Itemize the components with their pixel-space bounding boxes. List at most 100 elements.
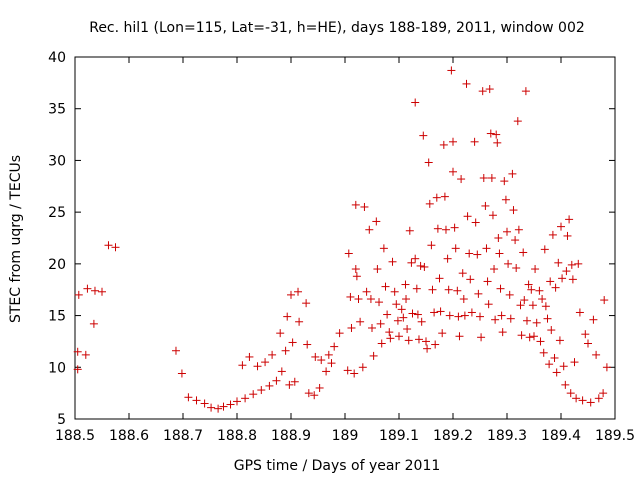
data-point bbox=[428, 285, 437, 294]
data-point bbox=[351, 200, 360, 209]
y-tick-label: 25 bbox=[48, 205, 66, 221]
data-point bbox=[408, 309, 417, 318]
x-tick-label: 188.5 bbox=[55, 428, 95, 444]
data-point bbox=[435, 274, 444, 283]
y-axis: 5 10 15 20 25 30 35 40 bbox=[48, 50, 615, 428]
data-point bbox=[457, 175, 466, 184]
x-tick-label: 189.1 bbox=[379, 428, 419, 444]
data-point bbox=[417, 317, 426, 326]
data-point bbox=[265, 381, 274, 390]
data-point bbox=[407, 258, 416, 267]
data-point bbox=[558, 274, 567, 283]
data-point bbox=[520, 296, 529, 305]
data-point bbox=[497, 311, 506, 320]
data-point bbox=[311, 352, 320, 361]
data-point bbox=[532, 318, 541, 327]
data-point bbox=[411, 98, 420, 107]
data-point bbox=[358, 363, 367, 372]
data-point bbox=[83, 284, 92, 293]
data-point bbox=[519, 248, 528, 257]
data-point bbox=[401, 280, 410, 289]
data-point bbox=[90, 286, 99, 295]
data-point bbox=[177, 369, 186, 378]
data-point bbox=[555, 336, 564, 345]
data-point bbox=[432, 193, 441, 202]
data-point bbox=[496, 284, 505, 293]
chart-title: Rec. hil1 (Lon=115, Lat=-31, h=HE), days… bbox=[89, 20, 585, 36]
data-point bbox=[567, 260, 576, 269]
data-point bbox=[501, 195, 510, 204]
data-point bbox=[443, 254, 452, 263]
data-point bbox=[530, 332, 538, 341]
data-point bbox=[462, 79, 471, 88]
y-tick-label: 20 bbox=[48, 257, 66, 273]
data-point bbox=[294, 287, 303, 296]
data-point bbox=[207, 403, 216, 412]
data-point bbox=[495, 249, 504, 258]
data-point bbox=[81, 350, 90, 359]
data-point bbox=[433, 224, 442, 233]
data-point bbox=[599, 389, 608, 398]
data-point bbox=[563, 231, 572, 240]
data-point bbox=[531, 265, 540, 274]
data-point bbox=[474, 289, 483, 298]
data-point bbox=[546, 277, 555, 286]
data-point bbox=[503, 227, 511, 236]
data-point bbox=[477, 333, 486, 342]
data-point bbox=[527, 285, 536, 294]
data-point bbox=[411, 254, 420, 263]
y-tick-label: 40 bbox=[48, 50, 66, 66]
x-tick-label: 189 bbox=[332, 428, 359, 444]
data-point bbox=[581, 330, 590, 339]
data-point bbox=[548, 230, 557, 239]
data-point bbox=[253, 362, 262, 371]
data-point bbox=[360, 202, 369, 211]
data-point bbox=[561, 380, 570, 389]
data-point bbox=[399, 313, 408, 322]
data-point bbox=[460, 311, 469, 320]
data-point bbox=[422, 337, 430, 346]
data-point bbox=[481, 201, 490, 210]
data-point bbox=[369, 351, 378, 360]
data-point bbox=[104, 241, 113, 250]
data-point bbox=[268, 350, 277, 359]
y-tick-label: 5 bbox=[57, 412, 66, 428]
data-point bbox=[467, 308, 476, 317]
data-point bbox=[439, 140, 448, 149]
data-point bbox=[304, 389, 313, 398]
data-point bbox=[365, 225, 374, 234]
data-point bbox=[447, 66, 456, 75]
data-point bbox=[568, 275, 577, 284]
data-point bbox=[539, 348, 548, 357]
data-point bbox=[430, 308, 439, 317]
data-point bbox=[449, 167, 457, 176]
data-point bbox=[602, 363, 611, 372]
data-point bbox=[500, 177, 509, 186]
data-point bbox=[528, 301, 537, 310]
data-point bbox=[451, 244, 460, 253]
data-point bbox=[372, 217, 381, 226]
y-tick-label: 35 bbox=[48, 102, 66, 118]
data-point bbox=[509, 206, 518, 215]
data-point bbox=[589, 315, 598, 324]
x-tick-label: 188.7 bbox=[163, 428, 203, 444]
data-point bbox=[245, 352, 254, 361]
data-point bbox=[416, 261, 425, 270]
data-point bbox=[578, 396, 587, 405]
data-point bbox=[466, 275, 475, 284]
data-point bbox=[574, 259, 583, 268]
data-point bbox=[540, 245, 549, 254]
data-point bbox=[482, 244, 491, 253]
data-point bbox=[440, 192, 449, 201]
x-tick-label: 189.3 bbox=[487, 428, 527, 444]
data-point bbox=[584, 339, 592, 348]
data-point bbox=[425, 199, 434, 208]
data-point bbox=[473, 250, 482, 259]
data-point bbox=[377, 339, 386, 348]
data-point bbox=[438, 329, 447, 338]
data-point bbox=[302, 299, 311, 308]
data-point bbox=[565, 215, 574, 224]
data-point bbox=[89, 319, 98, 328]
data-point bbox=[383, 310, 392, 319]
